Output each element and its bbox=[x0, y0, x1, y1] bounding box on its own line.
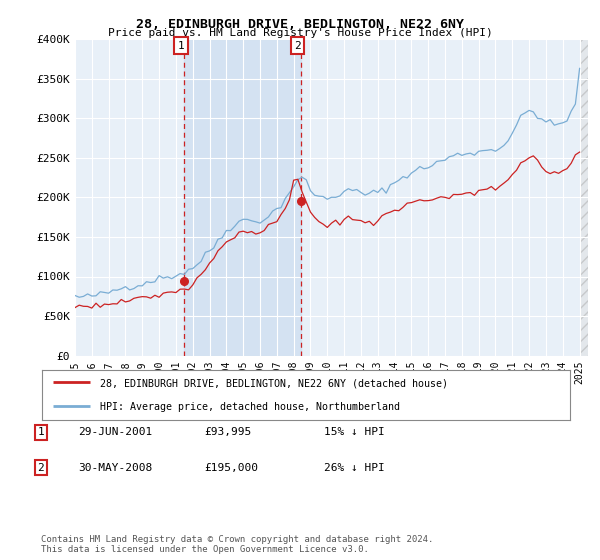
Text: 26% ↓ HPI: 26% ↓ HPI bbox=[324, 463, 385, 473]
Text: 28, EDINBURGH DRIVE, BEDLINGTON, NE22 6NY: 28, EDINBURGH DRIVE, BEDLINGTON, NE22 6N… bbox=[136, 18, 464, 31]
Text: 1: 1 bbox=[37, 427, 44, 437]
Text: £93,995: £93,995 bbox=[204, 427, 251, 437]
Text: 28, EDINBURGH DRIVE, BEDLINGTON, NE22 6NY (detached house): 28, EDINBURGH DRIVE, BEDLINGTON, NE22 6N… bbox=[100, 378, 448, 388]
Bar bbox=[580, 39, 588, 356]
Text: Contains HM Land Registry data © Crown copyright and database right 2024.
This d: Contains HM Land Registry data © Crown c… bbox=[41, 535, 433, 554]
Text: 30-MAY-2008: 30-MAY-2008 bbox=[78, 463, 152, 473]
Bar bbox=[184, 39, 301, 356]
Text: 29-JUN-2001: 29-JUN-2001 bbox=[78, 427, 152, 437]
Text: Price paid vs. HM Land Registry's House Price Index (HPI): Price paid vs. HM Land Registry's House … bbox=[107, 28, 493, 38]
Text: HPI: Average price, detached house, Northumberland: HPI: Average price, detached house, Nort… bbox=[100, 402, 400, 412]
Bar bbox=[580, 39, 588, 356]
Text: £195,000: £195,000 bbox=[204, 463, 258, 473]
Text: 2: 2 bbox=[294, 41, 301, 51]
Text: 2: 2 bbox=[37, 463, 44, 473]
Text: 15% ↓ HPI: 15% ↓ HPI bbox=[324, 427, 385, 437]
Text: 1: 1 bbox=[178, 41, 184, 51]
